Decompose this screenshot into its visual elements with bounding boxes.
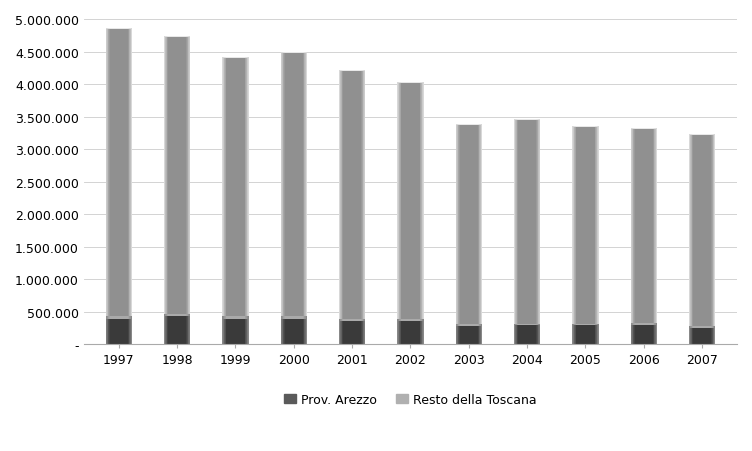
Legend: Prov. Arezzo, Resto della Toscana: Prov. Arezzo, Resto della Toscana: [284, 393, 537, 406]
